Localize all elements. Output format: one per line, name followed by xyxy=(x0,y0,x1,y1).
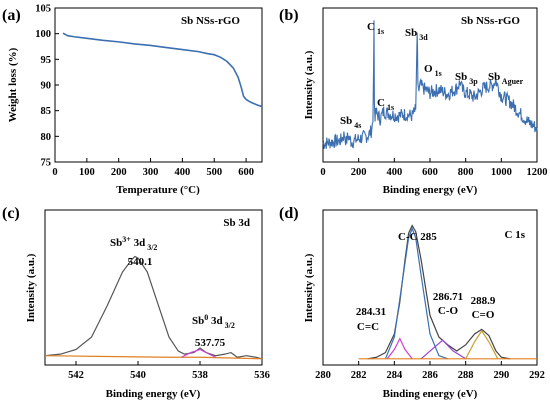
panel-b-peak-label-sb-auger: Sb Aguer xyxy=(488,71,524,86)
panel-d-x-tick-label: 282 xyxy=(351,370,367,381)
panel-a-x-tick-label: 200 xyxy=(111,167,127,178)
panel-d-peak-value-286: 286.71 xyxy=(433,291,463,303)
panel-a-x-tick-label: 500 xyxy=(206,167,222,178)
panel-a-y-tick-label: 100 xyxy=(35,29,51,40)
panel-c-xlabel: Binding energy (eV) xyxy=(106,388,201,400)
panel-c-x-tick-label: 538 xyxy=(192,370,208,381)
panel-d-peak-label-co: C-O xyxy=(438,305,459,317)
panel-d-c-c-line xyxy=(386,337,413,360)
panel-b-series-line xyxy=(322,20,538,149)
panel-b-peak-label-sb4s: Sb 4s xyxy=(340,115,361,130)
panel-d-x-tick-label: 284 xyxy=(386,370,403,381)
panel-b-x-tick-label: 0 xyxy=(320,167,325,178)
panel-d-peak-label-c-double-o: C=O xyxy=(472,309,495,321)
panel-b-peak-label-sb3p: Sb 3p xyxy=(455,71,478,86)
panel-c-peak-label-sb0: Sb0 3d 3/2 xyxy=(192,313,235,330)
panel-b-x-tick-label: 1200 xyxy=(527,167,548,178)
panel-d-peak-value-284: 284.31 xyxy=(356,306,386,318)
panel-a-frame xyxy=(54,7,263,163)
panel-b-x-tick-label: 600 xyxy=(422,167,438,178)
panel-c-peak-label-sb3plus: Sb3+ 3d 3/2 xyxy=(110,235,157,252)
panel-b-label: (b) xyxy=(279,7,299,24)
panel-d-x-tick-label: 292 xyxy=(529,370,545,381)
panel-d-c-c-line xyxy=(384,226,449,360)
panel-b-title: Sb NSs-rGO xyxy=(461,15,520,27)
panel-a-x-tick-label: 400 xyxy=(175,167,191,178)
panel-c-ylabel: Intensity (a.u.) xyxy=(25,253,37,322)
panel-c-x-tick-label: 536 xyxy=(254,370,270,381)
panel-a-x-tick-label: 300 xyxy=(143,167,159,178)
panel-c: (c) Sb 3d Binding energy (eV) Intensity … xyxy=(2,205,270,400)
panel-c-baseline-line xyxy=(44,355,263,360)
panel-c-peak-value-540: 540.1 xyxy=(128,256,153,268)
panel-d-peak-value-288: 288.9 xyxy=(471,295,496,307)
panel-c-raw-line xyxy=(44,255,263,360)
panel-a-x-tick-label: 100 xyxy=(79,167,95,178)
panel-d-label: (d) xyxy=(279,205,299,222)
panel-b-x-tick-label: 400 xyxy=(386,167,402,178)
panel-a-series-line xyxy=(62,32,263,108)
panel-c-frame xyxy=(44,209,263,366)
panel-a: (a) Sb NSs-rGO Temperature (°C) Weight l… xyxy=(2,4,263,196)
panel-d-x-tick-label: 286 xyxy=(422,370,438,381)
panel-d-peak-label-cc: C-C 285 xyxy=(398,231,437,243)
panel-b-peak-label-c1s: C 1s xyxy=(367,21,384,36)
panel-c-title: Sb 3d xyxy=(223,217,250,229)
panel-d-x-tick-label: 290 xyxy=(493,370,509,381)
panel-c-peak-value-537: 537.75 xyxy=(195,337,226,349)
panel-d-c-o-line xyxy=(465,329,499,360)
panel-b: (b) Sb NSs-rGO Binding energy (eV) Inten… xyxy=(279,7,548,196)
panel-a-y-tick-label: 80 xyxy=(41,132,52,143)
panel-b-x-tick-label: 1000 xyxy=(491,167,512,178)
panel-b-peak-label-sb3d: Sb 3d xyxy=(405,27,428,42)
panel-a-title: Sb NSs-rGO xyxy=(181,15,240,27)
panel-a-y-tick-label: 105 xyxy=(35,4,51,15)
panel-b-peak-label-c1s-2: C 1s xyxy=(377,97,394,112)
panel-a-y-tick-label: 85 xyxy=(41,106,52,117)
panel-d-x-tick-label: 288 xyxy=(458,370,474,381)
panel-d-ylabel: Intensity (a.u.) xyxy=(303,253,315,322)
panel-b-x-tick-label: 200 xyxy=(351,167,367,178)
panel-c-x-tick-label: 542 xyxy=(68,370,84,381)
panel-d-peak-label-cc-double: C=C xyxy=(357,321,379,333)
panel-c-fit-line xyxy=(181,348,216,358)
panel-a-label: (a) xyxy=(2,7,21,24)
panel-a-y-tick-label: 95 xyxy=(41,55,52,66)
panel-d-xlabel: Binding energy (eV) xyxy=(383,388,478,400)
panel-a-x-tick-label: 0 xyxy=(52,167,57,178)
panel-a-y-tick-label: 90 xyxy=(41,81,52,92)
panel-a-x-tick-label: 600 xyxy=(238,167,254,178)
panel-a-y-tick-label: 75 xyxy=(41,158,52,169)
panel-a-xlabel: Temperature (°C) xyxy=(116,184,200,196)
panel-d: (d) C 1s Binding energy (eV) Intensity (… xyxy=(279,205,545,400)
panel-b-xlabel: Binding energy (eV) xyxy=(383,184,478,196)
panel-b-ylabel: Intensity (a.u.) xyxy=(303,50,315,119)
panel-c-label: (c) xyxy=(2,205,20,222)
panel-a-ylabel: Weight loss (%) xyxy=(7,47,19,122)
panel-b-x-tick-label: 800 xyxy=(458,167,474,178)
panel-b-peak-label-o1s: O 1s xyxy=(424,63,442,78)
panel-d-x-tick-label: 280 xyxy=(315,370,331,381)
panel-d-c-o-line xyxy=(420,339,466,360)
panel-c-x-tick-label: 540 xyxy=(130,370,146,381)
panel-d-title: C 1s xyxy=(505,229,526,241)
